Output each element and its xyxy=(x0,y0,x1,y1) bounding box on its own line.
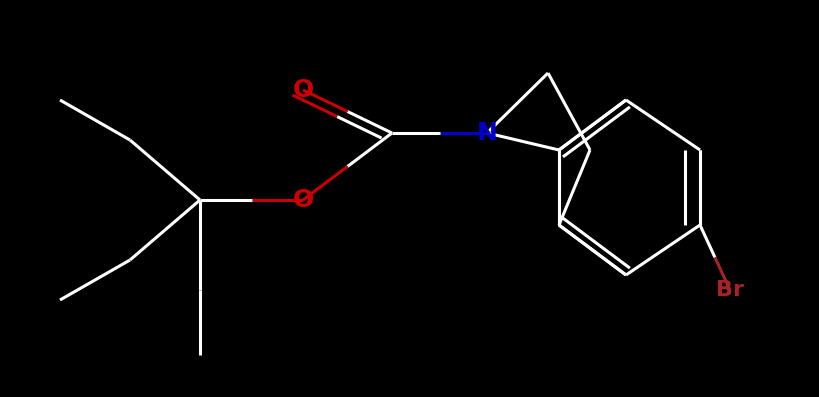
Text: O: O xyxy=(292,188,314,212)
Text: O: O xyxy=(292,78,314,102)
Text: N: N xyxy=(477,121,497,145)
Text: Br: Br xyxy=(716,280,744,300)
